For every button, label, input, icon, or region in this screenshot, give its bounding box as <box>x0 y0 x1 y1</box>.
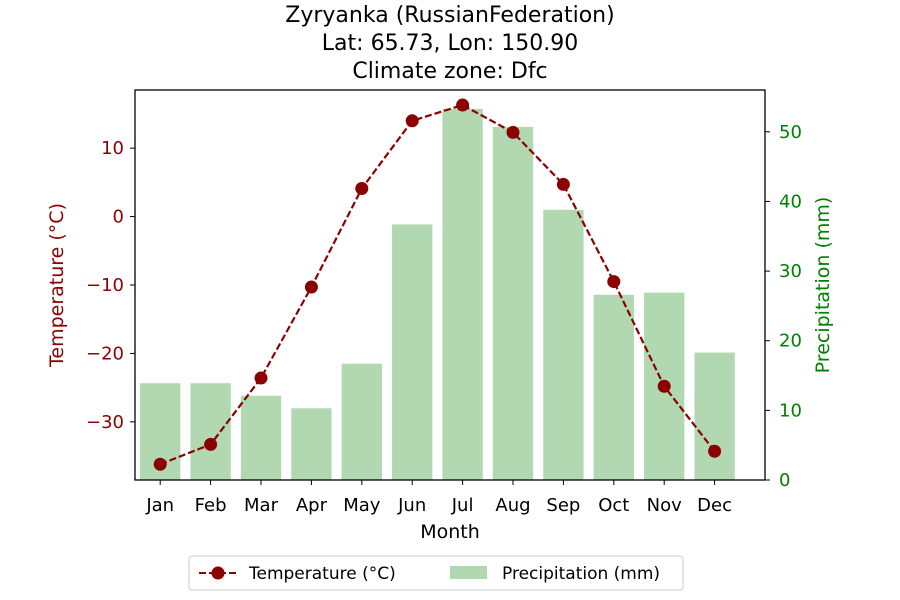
right-axis-label: Precipitation (mm) <box>812 197 834 374</box>
temperature-point-mar <box>254 371 268 385</box>
temperature-point-may <box>355 182 369 196</box>
precipitation-bar-may <box>341 363 382 480</box>
chart-title-line-1: Zyryanka (RussianFederation) <box>285 3 614 28</box>
x-tick-label-oct: Oct <box>598 495 629 516</box>
precipitation-bar-oct <box>593 294 634 480</box>
x-axis-label: Month <box>420 521 480 543</box>
precipitation-bar-feb <box>190 383 231 480</box>
legend: Temperature (°C) Precipitation (mm) <box>188 555 684 591</box>
temperature-point-jan <box>153 457 167 471</box>
temperature-series-line <box>159 103 716 466</box>
legend-frame <box>188 555 684 591</box>
right-tick-label-1: 10 <box>779 400 802 421</box>
left-axis-label: Temperature (°C) <box>46 203 68 368</box>
legend-temperature-marker <box>211 566 225 580</box>
x-tick-label-jan: Jan <box>145 495 174 516</box>
chart-title-line-2: Lat: 65.73, Lon: 150.90 <box>322 31 578 56</box>
temperature-point-oct <box>607 275 621 289</box>
precipitation-bar-jun <box>392 224 433 480</box>
right-tick-label-0: 0 <box>779 470 790 491</box>
temperature-point-nov <box>657 379 671 393</box>
precipitation-bar-sep <box>543 209 584 481</box>
right-axis-ticks: 0 10 20 30 40 50 <box>765 122 802 491</box>
chart-title-line-3: Climate zone: Dfc <box>352 59 547 84</box>
precipitation-bar-apr <box>291 408 332 480</box>
x-tick-label-may: May <box>343 495 381 516</box>
precipitation-bar-aug <box>492 126 534 481</box>
legend-precipitation-label: Precipitation (mm) <box>502 564 660 584</box>
x-tick-label-aug: Aug <box>495 495 530 516</box>
temperature-point-sep <box>556 177 570 191</box>
x-tick-label-sep: Sep <box>546 495 580 516</box>
x-tick-label-feb: Feb <box>195 495 227 516</box>
x-tick-label-apr: Apr <box>296 495 328 516</box>
right-tick-label-4: 40 <box>779 191 802 212</box>
temperature-point-apr <box>304 280 318 294</box>
precipitation-bar-mar <box>240 395 282 480</box>
temperature-point-dec <box>708 444 722 458</box>
temperature-line <box>153 98 722 471</box>
x-tick-label-mar: Mar <box>244 495 279 516</box>
right-tick-label-3: 30 <box>779 261 802 282</box>
precipitation-bar-dec <box>694 352 735 480</box>
legend-precipitation-swatch <box>450 566 487 579</box>
temperature-point-jul <box>456 98 470 112</box>
left-tick-label-2: −10 <box>86 275 124 296</box>
left-tick-label-1: 0 <box>113 207 124 228</box>
temperature-point-jun <box>405 114 419 128</box>
left-axis-ticks: 10 0 −10 −20 −30 <box>86 138 135 433</box>
legend-temperature-label: Temperature (°C) <box>248 564 396 584</box>
left-tick-label-4: −30 <box>86 412 124 433</box>
left-tick-label-3: −20 <box>86 343 124 364</box>
x-tick-label-jun: Jun <box>397 495 426 516</box>
x-axis-ticks: Jan Feb Mar Apr May Jun Jul Aug Sep Oct Nov Dec <box>145 480 732 516</box>
temperature-point-aug <box>506 125 520 139</box>
x-tick-label-dec: Dec <box>697 495 732 516</box>
x-tick-label-nov: Nov <box>647 495 682 516</box>
precipitation-bars <box>140 108 735 481</box>
precipitation-bar-jul <box>442 108 483 480</box>
left-tick-label-0: 10 <box>101 138 124 159</box>
x-tick-label-jul: Jul <box>451 495 474 516</box>
temperature-point-feb <box>204 437 218 451</box>
right-tick-label-2: 20 <box>779 331 802 352</box>
right-tick-label-5: 50 <box>779 122 802 143</box>
